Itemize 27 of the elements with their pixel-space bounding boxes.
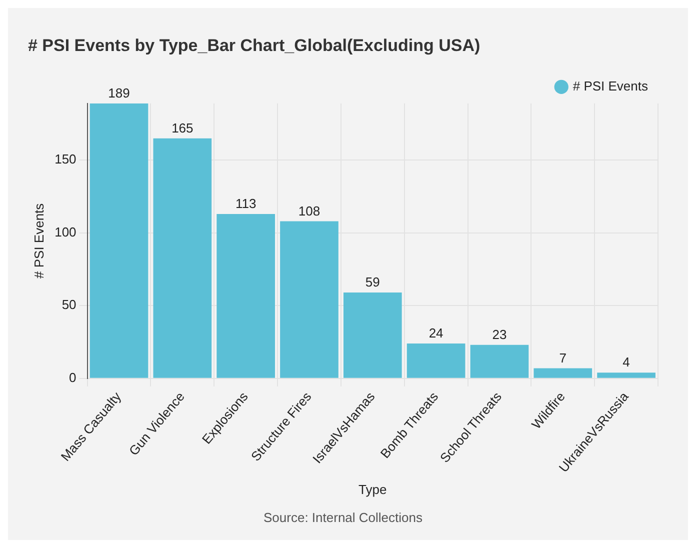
bar (470, 344, 529, 378)
legend-label: # PSI Events (572, 78, 648, 94)
source-note: Source: Internal Collections (264, 510, 423, 525)
bar (597, 372, 656, 378)
y-tick-label: 50 (62, 297, 76, 312)
bar (90, 103, 148, 378)
y-tick-label: 150 (54, 152, 76, 167)
chart-title: # PSI Events by Type_Bar Chart_Global(Excluding USA) (28, 36, 480, 55)
data-label: 108 (298, 203, 320, 218)
y-tick-label: 0 (69, 370, 76, 385)
data-label: 7 (559, 350, 566, 366)
y-tick-label: 100 (54, 224, 76, 240)
data-label: 23 (492, 327, 507, 342)
bar (216, 214, 275, 378)
data-label: 4 (622, 354, 630, 370)
bar (406, 343, 466, 378)
x-axis-title: Type (358, 482, 387, 498)
bar (343, 292, 402, 378)
data-label: 165 (172, 120, 194, 136)
data-label: 24 (428, 326, 444, 341)
data-label: 113 (235, 196, 256, 212)
data-label: 59 (365, 274, 380, 290)
y-axis-title: # PSI Events (31, 202, 46, 278)
bar (534, 368, 592, 378)
data-label: 189 (108, 85, 130, 100)
bar (153, 138, 212, 378)
bar (280, 221, 338, 378)
